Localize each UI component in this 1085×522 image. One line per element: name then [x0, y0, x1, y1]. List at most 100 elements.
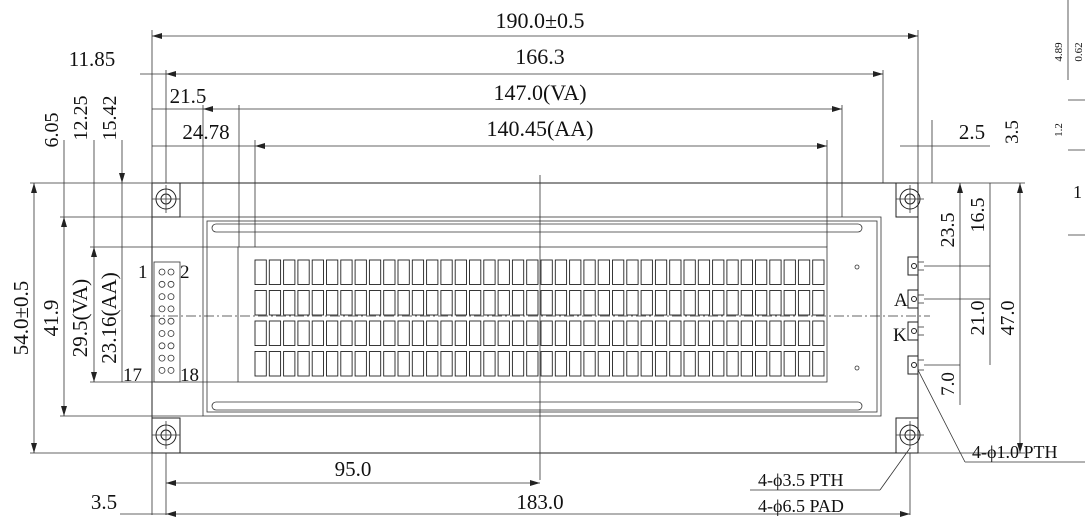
- label-aa-height: 23.16(AA): [97, 272, 121, 364]
- header-pin: [167, 354, 175, 362]
- label-va-width: 147.0(VA): [493, 80, 586, 105]
- character-cell: [626, 320, 639, 346]
- label-center-to-left: 95.0: [335, 457, 372, 481]
- label-side-1: 1: [1073, 182, 1082, 202]
- header-pin: [158, 317, 166, 325]
- header-pin: [167, 317, 175, 325]
- character-cell: [383, 351, 396, 377]
- character-cell: [683, 320, 696, 346]
- header-pin: [167, 366, 175, 374]
- label-pin2: 2: [180, 262, 190, 283]
- character-cell: [340, 320, 353, 346]
- character-cell: [712, 290, 725, 316]
- header-pin: [167, 293, 175, 301]
- character-cell: [755, 259, 768, 285]
- character-cell: [354, 351, 367, 377]
- character-cell: [669, 320, 682, 346]
- character-cell: [326, 320, 339, 346]
- character-cell: [297, 259, 310, 285]
- label-side-top-2: 0.62: [1073, 42, 1085, 61]
- character-cell: [654, 290, 668, 316]
- character-cell: [554, 351, 568, 377]
- character-cell: [368, 351, 382, 377]
- character-cell: [340, 351, 353, 377]
- character-cell: [583, 259, 596, 285]
- label-overall-width: 190.0±0.5: [495, 8, 584, 33]
- character-cell: [569, 290, 582, 316]
- character-cell: [583, 320, 596, 346]
- character-cell: [411, 320, 425, 346]
- label-pin18: 18: [180, 365, 199, 386]
- label-cathode: K: [893, 325, 907, 346]
- character-cells: [254, 259, 825, 377]
- character-cell: [654, 259, 668, 285]
- character-cell: [697, 320, 711, 346]
- dimension-lines-bottom: [120, 369, 1085, 517]
- character-cell: [697, 259, 711, 285]
- character-cell: [554, 259, 568, 285]
- mounting-holes: [151, 182, 924, 454]
- label-aa-width: 140.45(AA): [487, 116, 594, 141]
- character-cell: [783, 351, 796, 377]
- character-cell: [497, 290, 510, 316]
- character-cell: [368, 320, 382, 346]
- character-cell: [640, 290, 653, 316]
- character-cell: [326, 351, 339, 377]
- character-cell: [469, 290, 482, 316]
- character-cell: [297, 320, 310, 346]
- label-hole-to-hole: 183.0: [516, 490, 563, 514]
- header-pin: [167, 342, 175, 350]
- dimension-labels: 190.0±0.5 166.3 147.0(VA) 140.45(AA) 11.…: [9, 8, 1085, 516]
- character-cell: [755, 290, 768, 316]
- character-cell: [354, 290, 367, 316]
- character-cell: [683, 290, 696, 316]
- character-cell: [311, 351, 324, 377]
- label-right-top: 3.5: [1002, 120, 1023, 144]
- character-cell: [526, 320, 539, 346]
- character-cell: [397, 259, 410, 285]
- label-top-offset-1: 6.05: [41, 113, 63, 148]
- character-cell: [268, 290, 282, 316]
- character-cell: [397, 290, 410, 316]
- character-cell: [612, 351, 625, 377]
- character-cell: [311, 290, 324, 316]
- header-pin: [167, 330, 175, 337]
- character-cell: [540, 320, 553, 346]
- character-cell: [769, 259, 782, 285]
- character-cell: [511, 351, 525, 377]
- character-cell: [755, 351, 768, 377]
- character-cell: [769, 320, 782, 346]
- character-cell: [726, 259, 739, 285]
- character-cell: [726, 320, 739, 346]
- character-cell: [783, 259, 796, 285]
- label-anode: A: [894, 290, 908, 311]
- side-view: [1067, 0, 1085, 236]
- label-mount-hole: 4-ϕ3.5 PTH: [758, 470, 843, 490]
- character-cell: [540, 259, 553, 285]
- fiducial-top: [854, 264, 860, 270]
- character-cell: [354, 259, 367, 285]
- label-led-height: 47.0: [997, 301, 1019, 336]
- character-cell: [454, 351, 467, 377]
- label-right-gap: 2.5: [959, 120, 985, 144]
- character-cell: [697, 290, 711, 316]
- character-cell: [697, 351, 711, 377]
- character-cell: [597, 320, 610, 346]
- character-cell: [283, 351, 296, 377]
- character-cell: [640, 259, 653, 285]
- mounting-hole-bottom-right: [895, 417, 924, 454]
- character-cell: [583, 351, 596, 377]
- label-top-offset-2: 12.25: [70, 96, 92, 141]
- character-cell: [469, 259, 482, 285]
- character-cell: [254, 259, 267, 285]
- character-cell: [254, 290, 267, 316]
- mounting-hole-top-left: [151, 182, 181, 218]
- character-cell: [569, 320, 582, 346]
- character-cell: [612, 320, 625, 346]
- character-cell: [740, 259, 753, 285]
- character-cell: [755, 320, 768, 346]
- label-frame-height: 41.9: [39, 300, 63, 337]
- character-cell: [797, 320, 811, 346]
- character-cell: [511, 259, 525, 285]
- header-pin: [158, 354, 166, 362]
